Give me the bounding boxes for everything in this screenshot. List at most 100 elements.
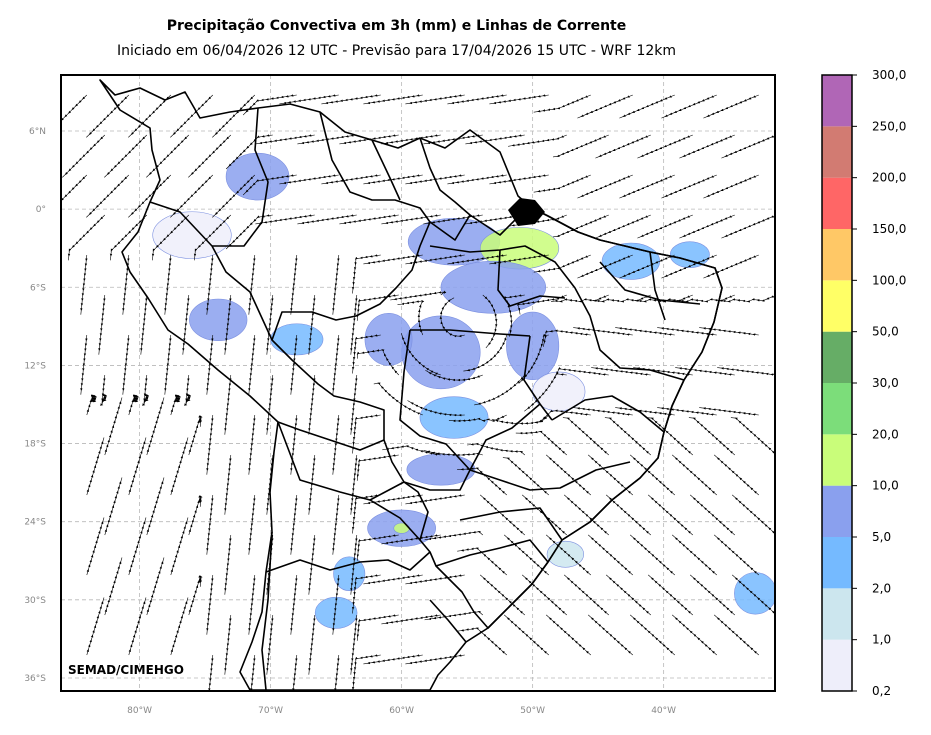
streamline — [146, 397, 165, 456]
streamline — [721, 135, 775, 159]
streamline — [356, 349, 400, 376]
state-border — [599, 261, 701, 305]
colorbar-segment — [822, 485, 852, 537]
streamline — [407, 400, 465, 417]
colorbar-segment — [822, 639, 852, 691]
map-frame — [60, 74, 776, 692]
lat-tick-label: 0° — [36, 205, 46, 215]
streamline — [562, 417, 609, 456]
streamline — [637, 134, 693, 159]
streamline — [533, 174, 591, 193]
streamline — [457, 547, 507, 576]
streamline — [80, 254, 88, 315]
streamline — [206, 654, 214, 691]
state-border — [429, 245, 576, 289]
streamline — [552, 134, 609, 158]
colorbar: 0,2 1,0 2,0 5,0 10,0 20,0 30,0 50,0 100,0 150,0 20… — [821, 68, 906, 698]
streamline — [546, 534, 591, 576]
colorbar-segment — [822, 75, 852, 127]
lat-tick-label: 6°N — [29, 127, 46, 137]
streamline — [480, 574, 525, 616]
streamline — [86, 94, 130, 138]
lat-lon-grid — [61, 75, 775, 691]
colorbar-segment — [822, 537, 852, 589]
streamline — [290, 654, 298, 691]
streamlines — [61, 94, 775, 691]
streamline — [80, 334, 88, 395]
streamline — [225, 214, 273, 250]
streamline — [193, 214, 232, 261]
streamline — [290, 414, 298, 475]
streamline — [188, 495, 203, 536]
colorbar-label: 200,0 — [872, 171, 906, 185]
country-border — [277, 421, 385, 451]
colorbar-label: 2,0 — [872, 581, 891, 595]
streamline — [142, 374, 150, 406]
streamline — [401, 333, 441, 376]
streamline — [188, 134, 232, 178]
streamline — [170, 94, 214, 138]
streamline — [577, 174, 633, 199]
streamline — [648, 494, 693, 536]
streamline — [86, 597, 105, 656]
state-border — [435, 539, 549, 567]
streamline — [128, 394, 139, 416]
south-america-coastline — [99, 79, 723, 691]
streamline — [351, 414, 381, 454]
streamline — [522, 574, 567, 616]
streamline — [630, 614, 675, 656]
streamline — [146, 557, 165, 616]
state-border — [469, 403, 541, 471]
colorbar-segment — [822, 126, 852, 178]
streamline — [672, 534, 717, 576]
state-border — [497, 249, 566, 307]
colorbar-segment — [822, 588, 852, 640]
streamline — [104, 397, 123, 456]
streamline — [61, 174, 88, 215]
streamline — [648, 574, 693, 616]
streamline — [425, 370, 483, 382]
streamline — [206, 494, 214, 555]
lat-tick-label: 6°S — [30, 283, 46, 293]
country-border — [369, 499, 421, 541]
streamline — [122, 254, 130, 315]
colorbar-label: 150,0 — [872, 222, 906, 236]
streamline — [646, 417, 693, 456]
streamline — [732, 574, 775, 614]
streamline — [423, 450, 483, 457]
streamline — [170, 597, 189, 656]
streamline — [619, 94, 675, 119]
streamline — [266, 614, 274, 675]
precip-cell — [669, 241, 710, 269]
streamline — [188, 415, 203, 456]
streamline — [248, 254, 256, 315]
colorbar-label: 0,2 — [872, 684, 891, 698]
streamline — [164, 334, 172, 395]
credit-label: SEMAD/CIMEHGO — [68, 663, 184, 677]
precip-cell — [419, 396, 489, 439]
streamline — [184, 374, 192, 406]
streamline — [630, 454, 675, 496]
streamline — [619, 174, 675, 199]
streamline — [128, 174, 172, 218]
streamline — [672, 614, 717, 656]
streamline — [604, 417, 651, 456]
lon-tick-label: 40°W — [651, 706, 676, 716]
streamline — [350, 614, 358, 675]
streamline — [564, 574, 609, 616]
streamline — [474, 374, 526, 406]
streamline — [508, 134, 567, 147]
streamline — [491, 414, 550, 425]
colorbar-segment — [822, 434, 852, 486]
streamline — [100, 374, 108, 406]
streamline — [206, 254, 214, 315]
lat-tick-label: 30°S — [24, 596, 46, 606]
colorbar-label: 1,0 — [872, 633, 891, 647]
streamline — [690, 574, 735, 616]
streamline — [109, 214, 148, 261]
colorbar-label: 100,0 — [872, 273, 906, 287]
streamline — [504, 294, 525, 337]
longitude-labels: 80°W 70°W 60°W 50°W 40°W — [127, 706, 676, 716]
country-borders — [99, 79, 723, 691]
